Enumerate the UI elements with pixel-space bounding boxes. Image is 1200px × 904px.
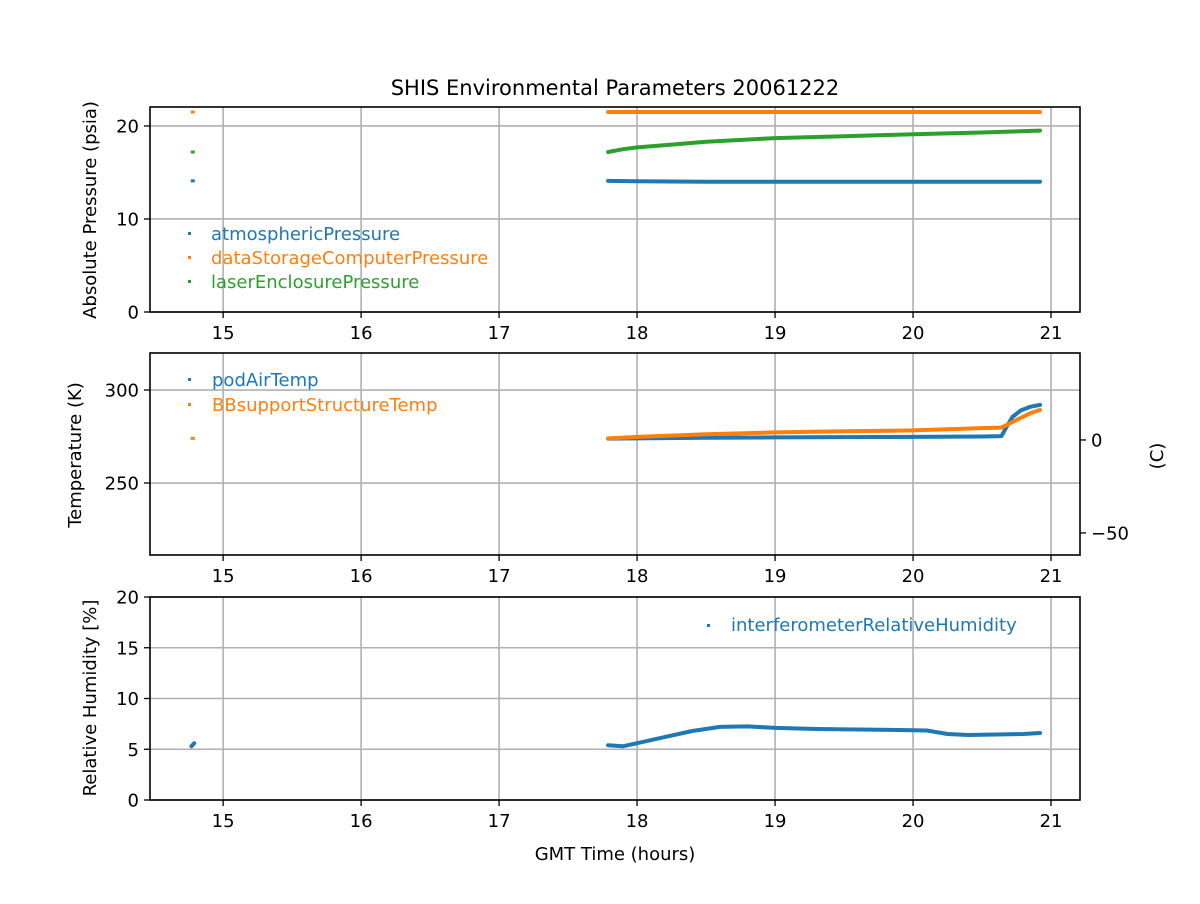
pressure-axes: 15 16 17 18 19 20 21 0 10 20 Absolute Pressure (p… xyxy=(80,101,1081,344)
x-tick-label: 17 xyxy=(488,566,511,587)
legend-marker-laserEnclosurePressure xyxy=(188,280,191,283)
legend-marker-BBsupportStructureTemp xyxy=(188,403,191,406)
axes-frame xyxy=(149,352,1081,556)
pressure-y-axis-label: Absolute Pressure (psia) xyxy=(80,101,101,319)
x-tick-label: 15 xyxy=(212,811,235,832)
x-tick-label: 21 xyxy=(1040,811,1063,832)
y-tick-label: 5 xyxy=(128,740,139,761)
legend-marker-podAirTemp xyxy=(188,378,191,381)
x-tick-label: 16 xyxy=(350,566,373,587)
legend-marker-atmosphericPressure xyxy=(188,232,191,235)
temperature-y-axis-label: Temperature (K) xyxy=(65,382,86,529)
humidity-legend: interferometerRelativeHumidity xyxy=(707,615,1017,636)
y-tick-label: 250 xyxy=(105,474,139,495)
temperature-axes: 15 16 17 18 19 20 21 250 300 −50 0 Temperature (K… xyxy=(65,352,1168,587)
x-tick-label: 18 xyxy=(626,323,649,344)
legend-entry-BBsupportStructureTemp: BBsupportStructureTemp xyxy=(188,395,438,416)
series-line-interferometerRelativeHumidity xyxy=(606,724,1042,749)
legend-label-dataStorageComputerPressure: dataStorageComputerPressure xyxy=(211,248,488,269)
legend-label-interferometerRelativeHumidity: interferometerRelativeHumidity xyxy=(731,615,1017,636)
x-tick-label: 18 xyxy=(626,811,649,832)
data-point-laserEnclosurePressure xyxy=(190,150,195,154)
legend-entry-atmosphericPressure: atmosphericPressure xyxy=(188,224,400,245)
x-tick-label: 20 xyxy=(902,566,925,587)
series-line-laserEnclosurePressure xyxy=(606,128,1042,154)
x-tick-label: 20 xyxy=(902,811,925,832)
y-tick-label: 300 xyxy=(105,381,139,402)
data-point-dataStorageComputerPressure xyxy=(190,110,195,114)
legend-entry-interferometerRelativeHumidity: interferometerRelativeHumidity xyxy=(707,615,1017,636)
x-tick-label: 16 xyxy=(350,323,373,344)
data-point-atmosphericPressure xyxy=(190,179,195,183)
x-tick-label: 21 xyxy=(1040,566,1063,587)
x-tick-label: 19 xyxy=(764,566,787,587)
legend-label-laserEnclosurePressure: laserEnclosurePressure xyxy=(211,272,419,293)
chart-title: SHIS Environmental Parameters 20061222 xyxy=(391,76,840,100)
y2-tick-label: −50 xyxy=(1091,523,1129,544)
axes-frame xyxy=(149,106,1081,313)
legend-marker-interferometerRelativeHumidity xyxy=(707,624,710,627)
x-tick-label: 20 xyxy=(902,323,925,344)
y-tick-label: 0 xyxy=(128,303,139,324)
humidity-axes: 15 16 17 18 19 20 21 0 5 10 15 20 Relative Humidity… xyxy=(80,588,1081,865)
legend-label-BBsupportStructureTemp: BBsupportStructureTemp xyxy=(212,395,438,416)
series-line-atmosphericPressure xyxy=(606,178,1042,184)
y-tick-label: 0 xyxy=(128,791,139,812)
x-tick-label: 17 xyxy=(488,811,511,832)
series-line-BBsupportStructureTemp xyxy=(606,407,1042,441)
humidity-y-axis-label: Relative Humidity [%] xyxy=(80,600,101,797)
y2-tick-label: 0 xyxy=(1091,430,1102,451)
x-tick-label: 17 xyxy=(488,323,511,344)
legend-entry-dataStorageComputerPressure: dataStorageComputerPressure xyxy=(188,248,488,269)
legend-label-podAirTemp: podAirTemp xyxy=(212,370,319,391)
x-tick-label: 19 xyxy=(764,811,787,832)
y-tick-label: 20 xyxy=(116,116,139,137)
legend-label-atmosphericPressure: atmosphericPressure xyxy=(211,224,400,245)
x-tick-label: 15 xyxy=(212,566,235,587)
series-line-podAirTemp xyxy=(606,402,1042,441)
x-tick-label: 21 xyxy=(1040,323,1063,344)
temperature-legend: podAirTemp BBsupportStructureTemp xyxy=(188,370,438,416)
y-tick-label: 15 xyxy=(116,638,139,659)
y-tick-label: 20 xyxy=(116,588,139,609)
y-tick-label: 10 xyxy=(116,689,139,710)
pressure-legend: atmosphericPressure dataStorageComputerP… xyxy=(188,224,488,293)
legend-entry-laserEnclosurePressure: laserEnclosurePressure xyxy=(188,272,419,293)
x-tick-label: 18 xyxy=(626,566,649,587)
x-tick-label: 15 xyxy=(212,323,235,344)
celsius-y-axis-label: (C) xyxy=(1147,443,1168,470)
x-tick-label: 16 xyxy=(350,811,373,832)
legend-entry-podAirTemp: podAirTemp xyxy=(188,370,319,391)
legend-marker-dataStorageComputerPressure xyxy=(188,256,191,259)
x-tick-label: 19 xyxy=(764,323,787,344)
series-line-interferometerRelativeHumidity xyxy=(189,741,197,749)
x-axis-label: GMT Time (hours) xyxy=(535,844,696,865)
data-point-BBsupportStructureTemp xyxy=(190,436,195,440)
y-tick-label: 10 xyxy=(116,209,139,230)
